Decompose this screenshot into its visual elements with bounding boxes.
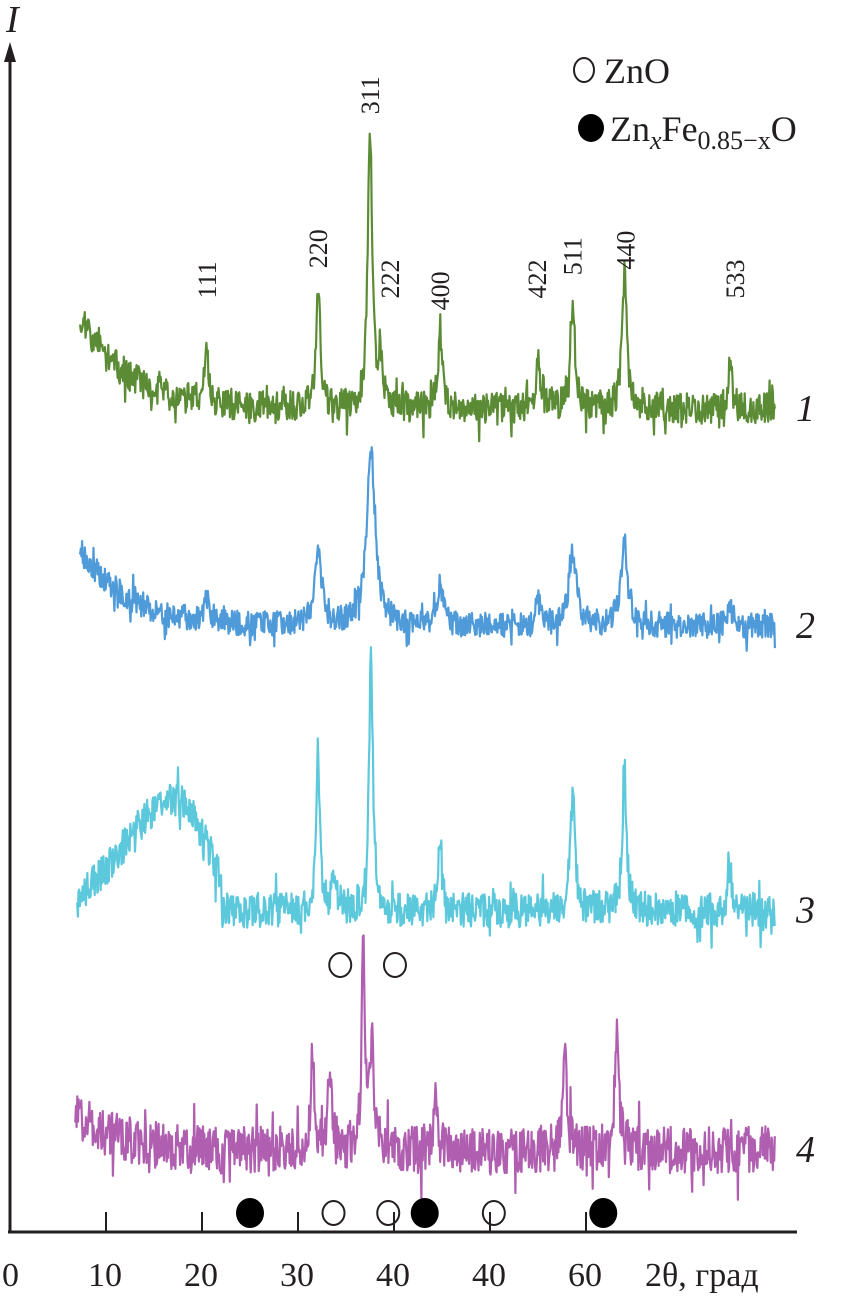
legend-znfeo-fe: Fe [662,109,698,149]
curve-label-2: 2 [796,605,815,647]
legend: ZnO ZnxFe0.85−xO [573,51,797,155]
znfeo-marker-filled-circle [589,1198,618,1228]
peak-label: 440 [611,231,640,270]
zno-marker-open-circle [481,1200,506,1226]
peak-label: 220 [304,229,333,268]
znfeo-marker-filled-circle [236,1198,264,1228]
peak-label: 533 [721,259,750,298]
x-tick-label: 20 [184,1257,218,1294]
x-tick-label: 40 [376,1257,410,1294]
y-axis-label: I [5,0,21,41]
x-tick-label: 40 [472,1257,506,1294]
legend-znfeo-sub: 0.85−x [698,126,771,155]
x-axis-label: 2θ, град [645,1257,759,1294]
curve-label-1: 1 [796,388,815,430]
x-tick-label: 30 [280,1257,314,1294]
zno-marker-open-circle [376,1200,401,1226]
legend-znfeo-filled-circle-icon [578,114,604,142]
axes: I 2θ, град 0 10 20 30 40 40 60 [2,0,797,1294]
legend-znfeo-zn: Zn [610,109,650,149]
series-4-line [74,934,776,1203]
legend-znfeo-o: O [771,109,797,149]
peak-label: 311 [356,76,385,114]
phase-markers [236,952,618,1228]
x-tick-label: 60 [568,1257,602,1294]
curve-label-3: 3 [795,890,815,932]
legend-zno-label: ZnO [604,51,670,91]
series-2-line [79,446,776,652]
legend-zno-open-circle-icon [573,57,595,83]
zno-marker-open-circle [328,952,353,978]
x-tick-label: 10 [88,1257,122,1294]
peak-label: 222 [376,259,405,298]
znfeo-marker-filled-circle [410,1198,439,1228]
curve-labels: 1 2 3 4 [795,388,815,1171]
legend-znfeo-sub-x: x [649,126,662,155]
curves [74,132,776,1203]
peak-label: 422 [523,259,552,298]
zno-marker-open-circle [321,1200,346,1226]
peak-label: 111 [193,261,222,298]
series-1-line [79,132,776,443]
series-3-line [76,646,776,949]
zno-marker-open-circle [382,952,407,978]
curve-label-4: 4 [796,1129,815,1171]
y-axis-arrow-icon [4,42,16,62]
peak-label: 511 [559,237,588,275]
legend-znfeo-label: ZnxFe0.85−xO [610,109,797,155]
x-ticks: 0 10 20 30 40 40 60 [2,1212,602,1294]
x-tick-label: 0 [2,1257,19,1294]
peak-label: 400 [426,271,455,310]
